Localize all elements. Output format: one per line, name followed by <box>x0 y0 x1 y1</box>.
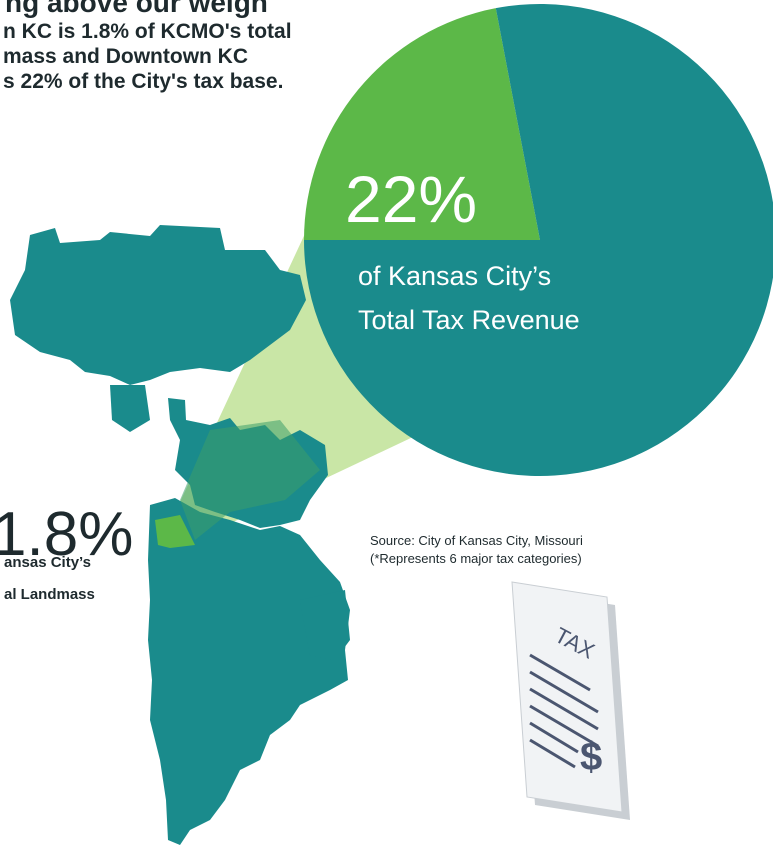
source: Source: City of Kansas City, Missouri (*R… <box>370 533 583 566</box>
pie-slice <box>304 8 540 241</box>
projection-overlay <box>180 420 320 540</box>
icon-dollar: $ <box>580 735 602 779</box>
pie <box>304 4 773 476</box>
source-line: (*Represents 6 major tax categories) <box>370 551 582 566</box>
pie-slice <box>304 4 773 476</box>
slice-value-label: 22% <box>345 162 477 236</box>
slice-caption-line: of Kansas City’s <box>358 261 551 291</box>
slice-caption: of Kansas City’s Total Tax Revenue <box>358 261 580 335</box>
slice-caption-line: Total Tax Revenue <box>358 305 580 335</box>
subtitle-line: mass and Downtown KC <box>3 45 248 68</box>
land-caption-line: ansas City’s <box>4 554 91 571</box>
subtitle-line: n KC is 1.8% of KCMO's total <box>3 20 292 43</box>
source-line: Source: City of Kansas City, Missouri <box>370 533 583 548</box>
land-caption-line: al Landmass <box>4 586 95 603</box>
land-caption: ansas City’s al Landmass <box>4 554 95 603</box>
land-value-label: 1.8% <box>0 500 133 569</box>
tax-icon: TAX $ <box>511 581 630 820</box>
downtown-area <box>155 515 195 548</box>
subtitle-line: s 22% of the City's tax base. <box>3 70 283 93</box>
title: ng above our weigh <box>5 0 268 18</box>
